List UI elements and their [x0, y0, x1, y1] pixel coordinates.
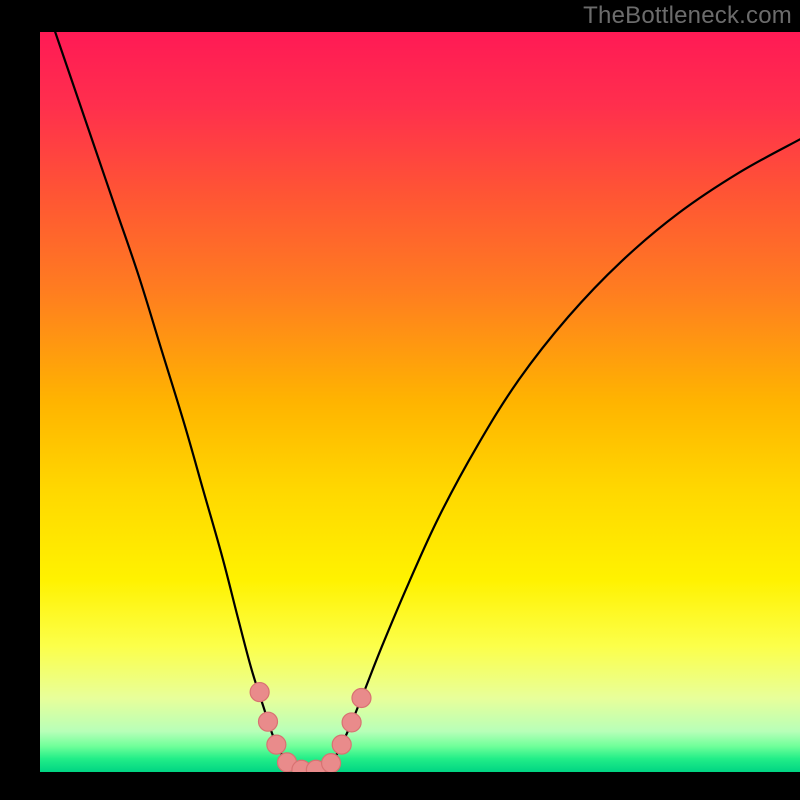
marker-right-2: [342, 713, 361, 732]
gradient-background: [40, 32, 800, 772]
marker-right-0: [322, 754, 341, 772]
plot-area: [40, 32, 800, 772]
marker-right-3: [352, 689, 371, 708]
marker-left-2: [267, 735, 286, 754]
marker-left-0: [250, 683, 269, 702]
chart-svg: [40, 32, 800, 772]
marker-right-1: [332, 735, 351, 754]
marker-left-1: [259, 712, 278, 731]
watermark-text: TheBottleneck.com: [583, 2, 792, 30]
